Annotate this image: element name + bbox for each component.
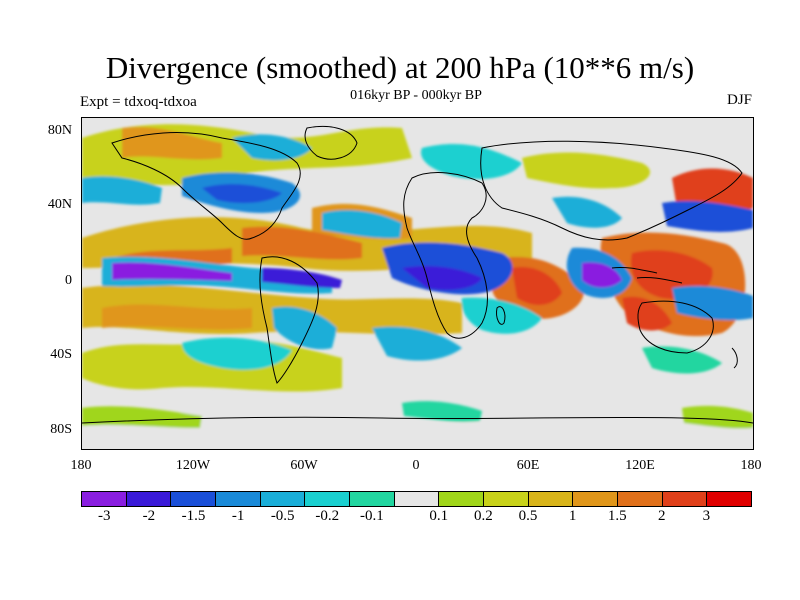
colorbar-label: -0.2 [315,508,340,524]
colorbar-label: 3 [702,508,711,524]
colorbar-label: -0.1 [360,508,384,524]
colorbar-swatch [439,492,485,506]
colorbar-label: -3 [98,508,111,524]
colorbar-label: 0.1 [429,508,449,524]
colorbar-swatch [394,492,440,506]
colorbar-swatch [707,492,752,506]
colorbar-swatch [528,492,574,506]
lon-tick-label: 60W [290,458,318,473]
lat-tick-label: 80N [47,123,72,138]
colorbar-label: 0.2 [474,508,493,524]
lat-tick-label: 40S [50,347,72,362]
colorbar-label: -1 [231,508,245,524]
colorbar-swatch [662,492,708,506]
colorbar-label: 1.5 [607,508,627,524]
colorbar-swatch [260,492,306,506]
lon-tick-label: 180 [740,458,762,473]
lon-tick-label: 180 [70,458,92,473]
colorbar-swatch [126,492,172,506]
lon-tick-label: 0 [412,458,420,473]
colorbar-swatch [350,492,395,506]
lon-tick-label: 60E [516,458,540,473]
lon-tick-label: 120E [625,458,655,473]
map-panel [81,117,754,450]
colorbar-label: -0.5 [270,508,295,524]
plot-subtitle: 016kyr BP - 000kyr BP [350,88,482,103]
colorbar-label: 2 [658,508,666,524]
divergence-field-map [82,118,753,449]
colorbar-label: -1.5 [181,508,206,524]
season-label: DJF [726,92,752,108]
colorbar-label: 0.5 [518,508,538,524]
colorbar-label: 1 [568,508,577,524]
lat-tick-label: 0 [65,273,72,288]
plot-title: Divergence (smoothed) at 200 hPa (10**6 … [105,50,695,85]
coastline-layer [82,125,753,424]
experiment-label: Expt = tdxoq-tdxoa [80,94,197,110]
lat-tick-label: 80S [50,422,72,437]
colorbar-label: -2 [142,508,156,524]
lat-tick-label: 40N [47,197,72,212]
colorbar-swatch [573,492,619,506]
colorbar-swatch [305,492,351,506]
colorbar-swatch [171,492,217,506]
lon-tick-label: 120W [175,458,211,473]
colorbar-swatch [216,492,261,506]
colorbar-swatch [82,492,127,506]
colorbar-swatch [484,492,529,506]
contour-fill-layer [82,124,753,449]
colorbar-swatch [618,492,663,506]
colorbar [81,491,752,507]
